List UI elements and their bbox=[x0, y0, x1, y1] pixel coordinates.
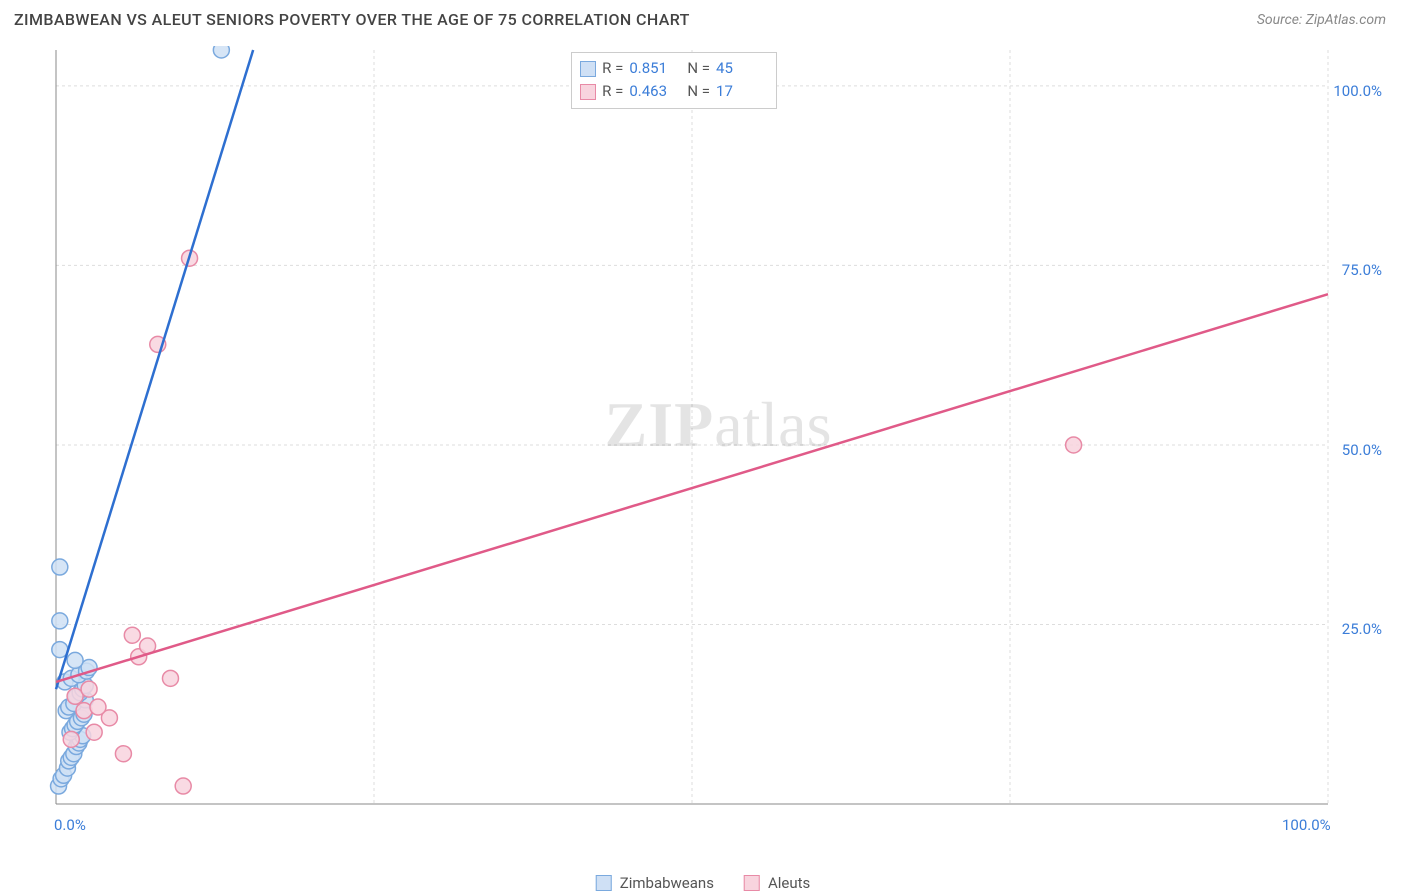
stats-row: R = 0.851 N = 45 bbox=[580, 57, 768, 80]
r-label: R = bbox=[602, 80, 623, 103]
correlation-stats-box: R = 0.851 N = 45 R = 0.463 N = 17 bbox=[571, 52, 777, 109]
y-tick: 50.0% bbox=[1342, 441, 1382, 459]
y-tick: 100.0% bbox=[1333, 82, 1382, 100]
legend-item: Zimbabweans bbox=[596, 874, 714, 892]
chart-container: Seniors Poverty Over the Age of 75 ZIPat… bbox=[0, 40, 1406, 892]
series-swatch bbox=[580, 84, 596, 100]
legend-item: Aleuts bbox=[744, 874, 810, 892]
r-label: R = bbox=[602, 57, 623, 80]
legend-label: Zimbabweans bbox=[620, 874, 714, 892]
x-tick-min: 0.0% bbox=[54, 816, 86, 834]
legend-label: Aleuts bbox=[768, 874, 810, 892]
legend: Zimbabweans Aleuts bbox=[596, 874, 811, 892]
y-tick: 25.0% bbox=[1342, 620, 1382, 638]
n-label: N = bbox=[687, 57, 710, 80]
series-swatch bbox=[580, 61, 596, 77]
n-value: 17 bbox=[716, 80, 768, 103]
chart-title: ZIMBABWEAN VS ALEUT SENIORS POVERTY OVER… bbox=[14, 10, 690, 29]
scatter-svg bbox=[48, 46, 1388, 836]
stats-row: R = 0.463 N = 17 bbox=[580, 80, 768, 103]
legend-swatch bbox=[744, 875, 760, 891]
r-value: 0.463 bbox=[629, 80, 681, 103]
source-attribution: Source: ZipAtlas.com bbox=[1257, 12, 1386, 28]
y-tick: 75.0% bbox=[1342, 261, 1382, 279]
plot-area: ZIPatlas R =0.851N =45R =0.463N =17 0.0%… bbox=[48, 46, 1388, 836]
legend-swatch bbox=[596, 875, 612, 891]
r-value: 0.851 bbox=[629, 57, 681, 80]
n-label: N = bbox=[687, 80, 710, 103]
n-value: 45 bbox=[716, 57, 768, 80]
x-tick-max: 100.0% bbox=[1282, 816, 1331, 834]
